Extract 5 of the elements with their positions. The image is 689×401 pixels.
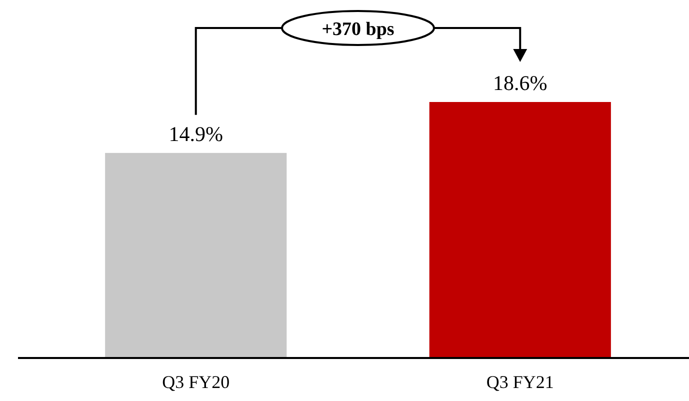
x-tick-label: Q3 FY21 xyxy=(486,372,554,392)
data-label: 14.9% xyxy=(168,122,223,146)
x-tick-label: Q3 FY20 xyxy=(162,372,230,392)
data-label: 18.6% xyxy=(493,71,548,95)
text: +370 bps xyxy=(322,19,394,40)
